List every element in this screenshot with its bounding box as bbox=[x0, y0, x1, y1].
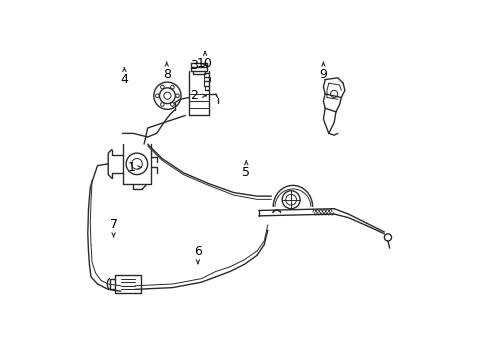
Circle shape bbox=[175, 94, 179, 98]
Circle shape bbox=[131, 158, 142, 169]
Circle shape bbox=[159, 88, 175, 104]
Circle shape bbox=[153, 82, 181, 109]
Circle shape bbox=[160, 85, 164, 89]
Text: 1: 1 bbox=[127, 161, 135, 174]
Text: 3: 3 bbox=[190, 59, 198, 72]
Text: 8: 8 bbox=[163, 68, 170, 81]
Text: 6: 6 bbox=[194, 245, 202, 258]
Circle shape bbox=[170, 85, 174, 89]
Text: 7: 7 bbox=[109, 218, 118, 231]
Circle shape bbox=[126, 153, 147, 175]
Circle shape bbox=[282, 191, 300, 209]
Circle shape bbox=[163, 92, 171, 99]
Text: 5: 5 bbox=[242, 166, 250, 179]
Text: 4: 4 bbox=[120, 73, 128, 86]
Text: 9: 9 bbox=[319, 68, 326, 81]
Circle shape bbox=[155, 94, 159, 98]
Text: 2: 2 bbox=[190, 89, 198, 102]
Circle shape bbox=[285, 194, 296, 205]
Circle shape bbox=[384, 234, 391, 241]
Text: 10: 10 bbox=[197, 57, 213, 70]
Circle shape bbox=[160, 103, 164, 106]
Circle shape bbox=[170, 103, 174, 106]
Circle shape bbox=[330, 90, 337, 98]
